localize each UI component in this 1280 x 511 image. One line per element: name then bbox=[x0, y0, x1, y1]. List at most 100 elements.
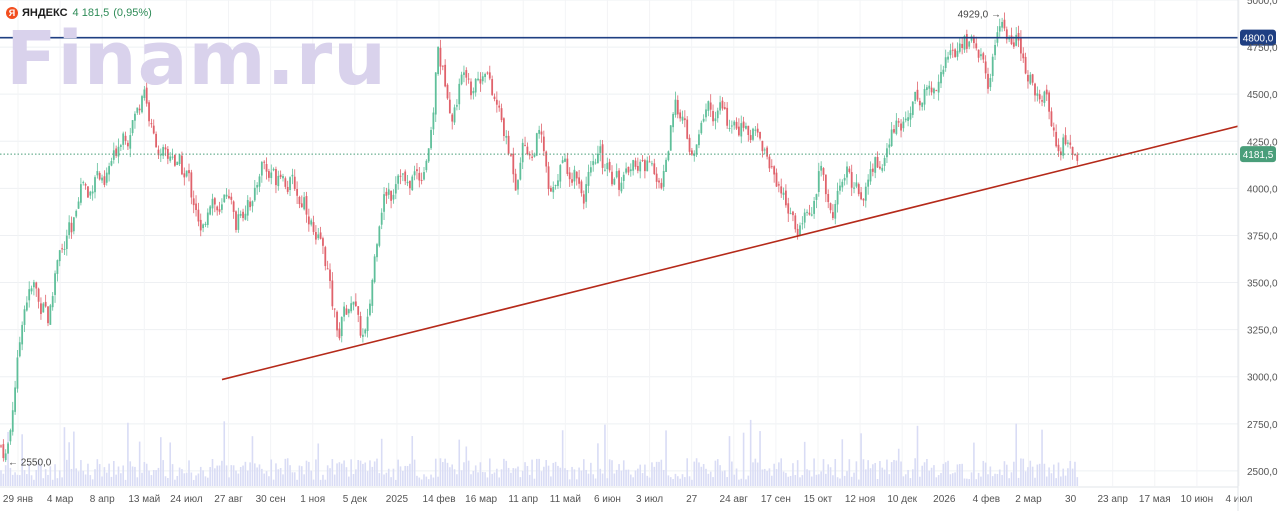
volume-bar bbox=[211, 459, 214, 486]
candle-body bbox=[418, 172, 421, 181]
volume-bar bbox=[970, 472, 973, 486]
volume-bar bbox=[961, 463, 963, 486]
volume-bar bbox=[714, 460, 717, 486]
volume-bar bbox=[554, 461, 557, 486]
y-tick-label: 2750,0 bbox=[1247, 420, 1278, 431]
candle-body bbox=[688, 137, 691, 152]
volume-bar bbox=[909, 478, 912, 486]
volume-bar bbox=[756, 462, 759, 486]
volume-bar bbox=[1022, 458, 1025, 486]
volume-bar bbox=[1001, 475, 1003, 486]
candle-body bbox=[749, 135, 752, 140]
candle-body bbox=[345, 308, 348, 315]
candle-body bbox=[867, 179, 870, 187]
candle-body bbox=[138, 108, 141, 111]
candle-body bbox=[822, 168, 825, 175]
volume-bar bbox=[279, 468, 282, 486]
volume-bar bbox=[834, 459, 837, 486]
candle-body bbox=[655, 173, 658, 182]
volume-bar bbox=[954, 472, 956, 486]
candle-body bbox=[691, 150, 693, 155]
candle-body bbox=[519, 162, 522, 180]
candle-body bbox=[192, 198, 195, 206]
volume-bar bbox=[19, 475, 21, 486]
candle-body bbox=[770, 166, 773, 168]
candle-body bbox=[801, 223, 804, 225]
volume-bar bbox=[1015, 423, 1017, 486]
volume-bar bbox=[1069, 460, 1072, 486]
candle-body bbox=[282, 176, 284, 179]
candle-body bbox=[91, 191, 94, 194]
candle-body bbox=[185, 170, 188, 177]
volume-bar bbox=[89, 475, 92, 486]
candle-body bbox=[615, 171, 618, 178]
candle-body bbox=[667, 151, 670, 161]
candle-body bbox=[733, 121, 736, 126]
candle-body bbox=[792, 211, 794, 216]
candle-body bbox=[108, 166, 110, 175]
volume-bar bbox=[286, 458, 289, 486]
candle-body bbox=[458, 83, 461, 105]
candle-body bbox=[914, 91, 917, 102]
candle-body bbox=[197, 209, 200, 222]
volume-bar bbox=[876, 478, 879, 486]
volume-bar bbox=[331, 459, 334, 486]
candle-body bbox=[413, 171, 416, 176]
candle-body bbox=[159, 154, 162, 156]
volume-bar bbox=[980, 476, 982, 486]
volume-bar bbox=[1017, 477, 1020, 486]
candle-body bbox=[1071, 146, 1074, 155]
volume-bar bbox=[773, 463, 775, 486]
volume-bar bbox=[35, 469, 38, 486]
candle-body bbox=[620, 182, 623, 192]
min-price-marker: ← 2550,0 bbox=[8, 458, 52, 469]
candle-body bbox=[213, 198, 216, 205]
candle-body bbox=[1036, 93, 1039, 96]
volume-bar bbox=[559, 467, 562, 486]
candle-body bbox=[815, 194, 818, 200]
x-tick-label: 10 июн bbox=[1181, 494, 1214, 505]
volume-bar bbox=[359, 460, 362, 486]
candle-body bbox=[1067, 142, 1069, 144]
candle-body bbox=[183, 173, 186, 178]
volume-bar bbox=[874, 462, 876, 486]
candle-body bbox=[488, 72, 491, 79]
volume-bar bbox=[70, 468, 73, 486]
volume-bar bbox=[1013, 461, 1015, 486]
volume-bar bbox=[301, 466, 303, 486]
volume-bar bbox=[242, 465, 244, 486]
volume-bar bbox=[867, 460, 869, 486]
volume-bar bbox=[317, 443, 320, 486]
x-tick-label: 1 ноя bbox=[300, 494, 325, 505]
volume-bar bbox=[96, 459, 99, 486]
candle-body bbox=[810, 214, 813, 216]
candle-body bbox=[51, 296, 54, 308]
volume-bar bbox=[747, 475, 750, 486]
candle-body bbox=[145, 87, 148, 104]
candle-body bbox=[926, 87, 928, 90]
volume-bar bbox=[49, 466, 52, 486]
x-tick-label: 17 сен bbox=[761, 494, 791, 505]
ticker-name[interactable]: ЯНДЕКС bbox=[22, 7, 68, 19]
volume-bar bbox=[108, 463, 110, 486]
volume-bar bbox=[973, 442, 975, 486]
candle-body bbox=[853, 187, 855, 189]
candle-body bbox=[855, 182, 858, 187]
candle-body bbox=[439, 47, 442, 67]
volume-bar bbox=[413, 459, 416, 486]
volume-bar bbox=[150, 475, 153, 486]
candle-body bbox=[846, 166, 848, 178]
candle-body bbox=[674, 99, 677, 115]
volume-bar bbox=[84, 474, 87, 486]
volume-bar bbox=[601, 473, 604, 486]
volume-bar bbox=[1029, 460, 1032, 486]
volume-bar bbox=[615, 469, 618, 486]
candle-body bbox=[430, 129, 432, 149]
candle-body bbox=[7, 443, 9, 454]
candle-body bbox=[465, 70, 468, 78]
volume-bar bbox=[456, 474, 458, 486]
volume-bar bbox=[467, 460, 470, 486]
support-trendline bbox=[221, 125, 1239, 381]
volume-bar bbox=[519, 477, 522, 486]
